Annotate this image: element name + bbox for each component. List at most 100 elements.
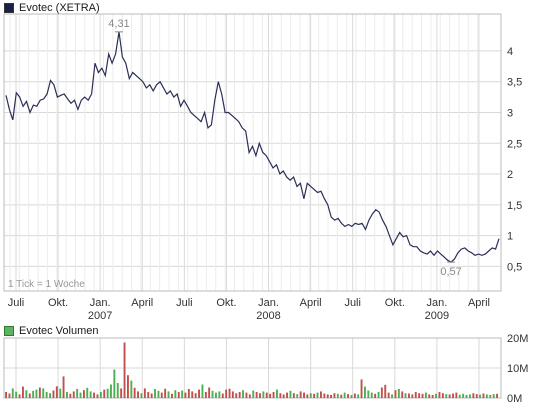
volume-bar [72,391,75,398]
volume-bar [89,391,92,398]
volume-bar [353,393,356,398]
price-y-tick-label: 4 [507,46,513,58]
volume-bar [69,393,72,398]
volume-bar [32,390,35,398]
volume-bar [106,388,109,398]
volume-bar [143,388,146,398]
price-x-tick-label: April [131,297,153,309]
volume-bar [279,393,282,398]
volume-bar [140,393,143,398]
volume-bar [22,386,24,398]
volume-bar [191,391,194,398]
volume-bar [431,395,434,398]
volume-bar [248,394,251,398]
volume-bar [340,394,343,398]
volume-bar [99,392,102,398]
volume-bar [259,393,261,398]
volume-bar [35,389,38,398]
volume-y-tick-label: 0M [507,393,522,405]
price-x-tick-label: April [468,297,490,309]
volume-bar [323,393,326,398]
volume-bar [469,394,471,398]
volume-bar [360,379,363,398]
price-x-year-label: 2009 [425,310,449,322]
volume-bar [475,394,478,398]
price-legend-label: Evotec (XETRA) [19,2,100,14]
volume-bar [482,393,485,398]
price-y-tick-label: 2 [507,169,513,181]
volume-legend-label: Evotec Volumen [19,325,99,337]
volume-bar [479,394,481,398]
volume-bar [472,393,475,398]
volume-bar [448,394,451,398]
volume-bar [425,392,427,398]
volume-bar [387,392,390,398]
volume-bar [452,393,454,398]
volume-bar [350,395,353,398]
volume-bar [235,393,238,398]
volume-bar [181,390,184,398]
volume-bar [343,392,346,398]
volume-bar [262,391,265,398]
price-x-year-label: 2007 [88,310,112,322]
volume-bar [137,391,139,398]
volume-bar [316,392,319,398]
volume-bar [364,386,366,398]
volume-bar [418,393,421,398]
volume-bar [242,390,244,398]
volume-y-tick-label: 10M [507,363,528,375]
volume-bar [201,384,204,398]
volume-bar [286,392,288,398]
volume-bar [208,387,211,398]
price-y-tick-label: 3,5 [507,77,522,89]
price-x-year-label: 2008 [256,310,280,322]
price-x-tick-label: Juli [8,297,25,309]
price-y-tick-label: 2,5 [507,138,522,150]
volume-bar [303,392,305,398]
volume-bar [11,388,14,398]
volume-bar [96,394,99,398]
volume-legend: Evotec Volumen [4,325,99,337]
volume-bar [384,384,387,398]
volume-bar [347,394,349,398]
volume-bar [272,392,275,398]
volume-bar [458,394,461,398]
volume-bar [411,394,414,398]
volume-bar [245,392,248,398]
volume-bar [177,392,180,398]
volume-bar [374,393,377,398]
volume-bar [496,393,498,398]
volume-bar [218,391,221,398]
volume-bars [5,342,498,398]
volume-bar [455,392,458,398]
volume-bar [62,376,65,398]
volume-bar [299,391,302,398]
volume-bar [357,394,360,398]
volume-bar [394,390,397,398]
volume-bar [187,389,190,398]
price-x-tick-label: Juli [176,297,193,309]
volume-bar [133,387,136,398]
volume-bar [296,394,299,398]
volume-bar [15,391,18,398]
volume-bar [462,393,465,398]
volume-bar [204,392,207,398]
price-y-tick-label: 1,5 [507,200,522,212]
volume-bar [154,389,156,398]
volume-bar [174,390,177,398]
volume-bar [485,394,488,398]
volume-bar [282,394,285,398]
volume-bar [438,392,441,398]
volume-bar [59,388,62,398]
volume-bar [292,393,295,398]
price-x-tick-label: Juli [344,297,361,309]
volume-bar [55,386,58,398]
volume-bar [333,393,336,398]
volume-bar [194,393,197,398]
price-y-tick-label: 3 [507,107,513,119]
volume-bar [79,392,82,398]
volume-bar [370,392,373,398]
volume-bar [238,392,241,398]
